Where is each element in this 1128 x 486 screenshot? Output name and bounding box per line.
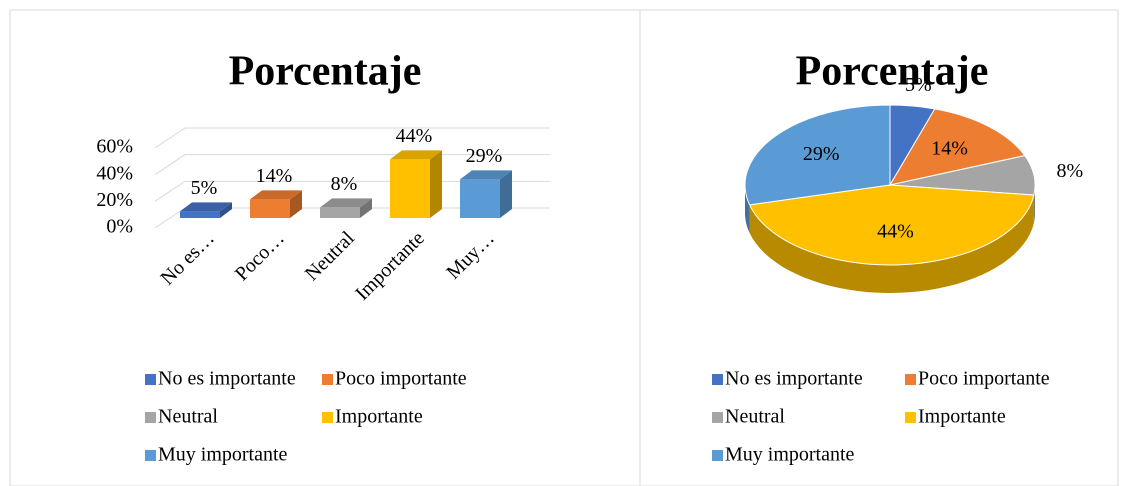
legend-swatch: [905, 374, 916, 385]
bar-top: [390, 150, 442, 160]
bar: [180, 202, 232, 218]
data-label: 14%: [256, 165, 293, 187]
legend-swatch: [712, 450, 723, 461]
legend-label: No es importante: [158, 368, 296, 390]
legend-swatch: [145, 450, 156, 461]
bar: [390, 150, 442, 218]
data-label: 8%: [1056, 160, 1083, 182]
bar-top: [250, 190, 302, 200]
y-tick-label: 60%: [96, 136, 133, 158]
grid-line: [154, 127, 550, 149]
pie-top: [888, 108, 1026, 186]
legend-swatch: [145, 374, 156, 385]
legend-label: Neutral: [158, 406, 218, 428]
data-label: 5%: [905, 74, 932, 96]
bar-front: [460, 179, 500, 218]
data-label: 44%: [396, 125, 433, 147]
bar-side: [430, 150, 442, 218]
bar-side: [290, 190, 302, 218]
legend-swatch: [145, 412, 156, 423]
legend-swatch: [322, 374, 333, 385]
data-label: 14%: [931, 138, 968, 160]
data-label: 8%: [331, 173, 358, 195]
legend-label: Poco importante: [335, 368, 467, 390]
data-label: 5%: [191, 177, 218, 199]
data-label: 29%: [803, 143, 840, 165]
bar: [320, 198, 372, 218]
legend-swatch: [712, 412, 723, 423]
bar-side: [500, 170, 512, 218]
y-tick-label: 40%: [96, 162, 133, 184]
bar-front: [320, 207, 360, 218]
legend-swatch: [712, 374, 723, 385]
bar: [460, 170, 512, 218]
data-label: 44%: [877, 220, 914, 242]
chart-title: Porcentaje: [229, 49, 422, 95]
bar-side: [220, 202, 232, 218]
bar-top: [320, 198, 372, 208]
pie-top: [744, 104, 891, 206]
legend-label: Muy importante: [725, 444, 855, 466]
bar-side: [360, 198, 372, 218]
legend-label: No es importante: [725, 368, 863, 390]
legend-swatch: [905, 412, 916, 423]
legend-label: Neutral: [725, 406, 785, 428]
pie-slice: [748, 184, 1035, 293]
bar-front: [250, 199, 290, 218]
y-tick-label: 20%: [96, 189, 133, 211]
data-label: 29%: [466, 145, 503, 167]
y-tick-label: 0%: [106, 216, 133, 238]
pie-side: [749, 195, 1034, 293]
legend-label: Importante: [918, 406, 1006, 428]
pie-top: [748, 184, 1035, 266]
legend-label: Muy importante: [158, 444, 288, 466]
bar-front: [180, 211, 220, 218]
legend-label: Poco importante: [918, 368, 1050, 390]
bar-top: [460, 170, 512, 180]
legend-label: Importante: [335, 406, 423, 428]
legend-swatch: [322, 412, 333, 423]
pie-slice: [744, 104, 891, 233]
bar: [250, 190, 302, 218]
bar-front: [390, 159, 430, 218]
chart-title: Porcentaje: [796, 49, 989, 95]
pie-slice: [888, 108, 1026, 186]
bar-top: [180, 202, 232, 212]
